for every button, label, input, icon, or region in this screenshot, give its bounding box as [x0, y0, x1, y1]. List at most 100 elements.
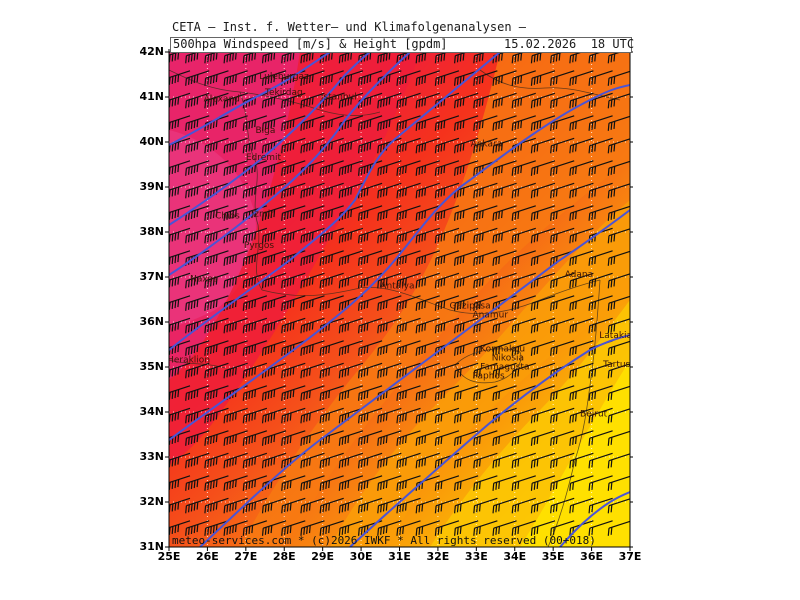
latitude-label: 31N — [139, 540, 164, 553]
wind-barb — [530, 70, 556, 86]
wind-barb — [169, 385, 191, 400]
place-label: Izmir — [252, 209, 275, 219]
wind-barb — [204, 407, 229, 424]
wind-barb — [377, 92, 402, 109]
longitude-label: 37E — [618, 550, 642, 563]
wind-barb — [281, 160, 306, 176]
wind-barb — [357, 430, 383, 446]
wind-barb — [223, 317, 248, 334]
wind-barb — [223, 52, 248, 64]
wind-barb — [530, 227, 556, 244]
longitude-label: 28E — [272, 550, 296, 563]
wind-barb — [473, 52, 498, 64]
wind-barb — [434, 295, 460, 311]
wind-barb — [530, 362, 556, 379]
wind-barb — [473, 475, 498, 491]
wind-barb — [550, 182, 575, 199]
wind-barb — [319, 497, 344, 514]
wind-barb — [415, 115, 440, 131]
wind-barb — [434, 272, 460, 289]
wind-barb — [473, 362, 498, 379]
wind-barb — [261, 295, 287, 311]
place-label: Tekirdag — [264, 88, 303, 98]
wind-barb — [357, 340, 383, 356]
wind-barb — [530, 92, 556, 109]
wind-barb — [550, 52, 575, 64]
height-contour — [349, 334, 630, 547]
wind-barb — [300, 295, 325, 311]
wind-barb — [396, 272, 421, 289]
wind-barb — [492, 497, 517, 514]
wind-barb — [550, 340, 575, 356]
wind-barb — [281, 227, 306, 244]
wind-barb — [338, 227, 364, 244]
place-label: Luleburgaz — [259, 72, 309, 82]
wind-barb — [492, 250, 517, 266]
wind-barb — [261, 70, 287, 86]
place-label: Chios — [215, 212, 240, 222]
wind-barb — [261, 92, 287, 109]
place-label: Kormakou — [480, 344, 525, 354]
wind-barb — [415, 160, 440, 176]
height-contour — [199, 209, 630, 547]
wind-barb — [454, 340, 479, 356]
wind-barb — [454, 272, 479, 289]
wind-barb — [261, 205, 287, 221]
wind-barb — [396, 182, 421, 199]
wind-barb — [377, 430, 402, 446]
wind-barb — [415, 452, 440, 469]
wind-barb — [454, 115, 479, 131]
wind-barb — [261, 317, 287, 334]
wind-barb — [204, 52, 229, 64]
footer-credit: meteo-services.com * (c)2026 IWKF * All … — [172, 534, 596, 547]
wind-barb — [261, 497, 287, 514]
wind-barb — [492, 92, 517, 109]
wind-barb — [588, 137, 613, 154]
wind-barb — [169, 475, 191, 490]
wind-barb — [415, 70, 440, 86]
place-label: Istanbul — [321, 92, 357, 102]
wind-barb — [242, 407, 268, 424]
place-label: Naxos — [190, 275, 218, 285]
wind-barb — [319, 295, 344, 311]
wind-barb — [434, 137, 460, 154]
wind-barb — [204, 317, 229, 334]
wind-barb — [511, 385, 536, 401]
latitude-label: 34N — [139, 405, 164, 418]
wind-barb — [511, 295, 536, 311]
longitude-label: 30E — [349, 550, 373, 563]
wind-barb — [261, 452, 287, 469]
wind-barb — [204, 340, 229, 356]
wind-barb — [607, 227, 630, 244]
wind-barb — [511, 272, 536, 289]
wind-barb — [530, 430, 556, 446]
wind-barb — [377, 272, 402, 289]
wind-barb — [357, 452, 383, 469]
wind-barb — [185, 160, 210, 176]
wind-barb — [319, 520, 344, 536]
wind-barb — [492, 452, 517, 469]
wind-barb — [473, 227, 498, 244]
wind-barb — [300, 205, 325, 221]
place-label: Heraklion — [167, 356, 210, 366]
wind-barb — [396, 317, 421, 334]
wind-barb — [261, 115, 287, 131]
wind-barb — [338, 52, 364, 64]
wind-barb — [242, 182, 268, 199]
latitude-label: 42N — [139, 45, 164, 58]
wind-barb — [511, 407, 536, 424]
chart-header-title: CETA — Inst. f. Wetter— und Klimafolgena… — [172, 20, 527, 34]
wind-barb — [492, 475, 517, 491]
wind-barb — [454, 520, 479, 536]
longitude-label: 33E — [464, 550, 488, 563]
wind-barb — [473, 115, 498, 131]
wind-barb — [185, 497, 210, 514]
wind-barb — [473, 250, 498, 266]
wind-barb — [511, 160, 536, 176]
wind-barb — [530, 250, 556, 266]
wind-barb — [511, 430, 536, 446]
wind-barb — [377, 362, 402, 379]
wind-barb — [569, 272, 594, 289]
wind-barb — [319, 115, 344, 131]
height-contour — [169, 52, 331, 146]
